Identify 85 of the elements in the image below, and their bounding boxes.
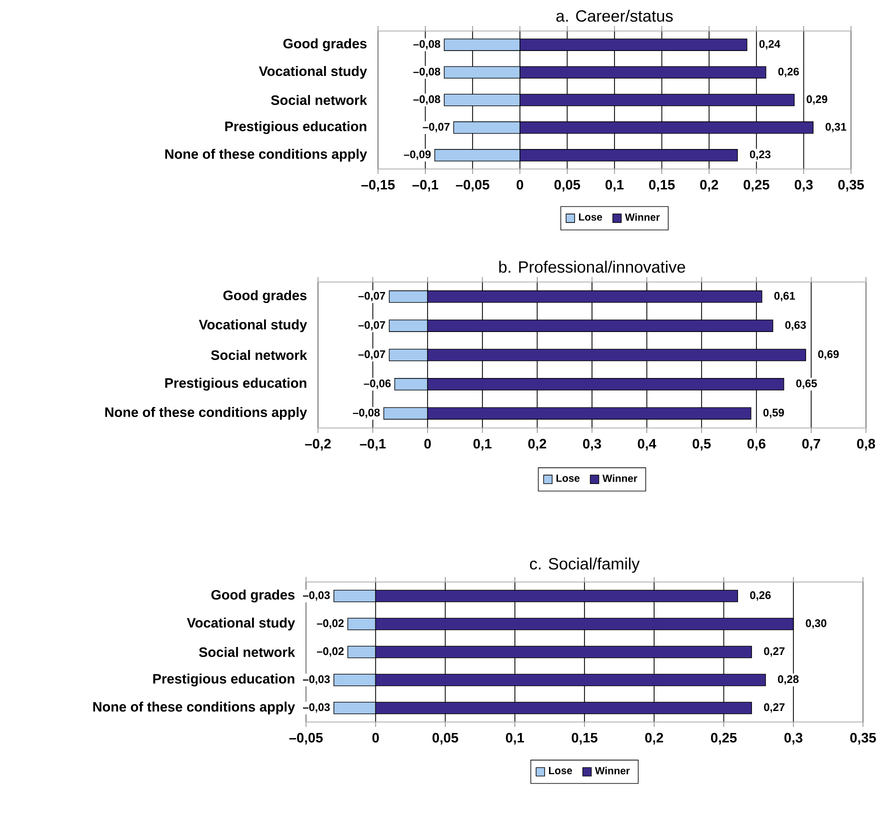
x-tick-label: 0,25 [744,180,770,192]
data-label: –0,03 [303,675,330,685]
data-label: 0,31 [826,122,846,132]
x-tick-label: 0,4 [638,438,656,451]
x-tick-label: 0,3 [794,180,813,192]
x-tick-label: 0,1 [606,180,624,192]
legend-label: Lose [578,213,602,221]
x-tick-label: 0,35 [838,180,864,192]
data-label: –0,02 [316,647,344,657]
x-tick-label: –0,1 [360,438,386,451]
data-label: –0,09 [404,150,431,160]
x-tick-label: 0,25 [711,732,737,745]
y-tick-label: Social network [211,350,308,360]
y-tick-label: None of these conditions apply [105,407,308,420]
y-tick-label: Social network [199,646,296,658]
y-tick-label: Social network [271,94,368,106]
x-tick-label: 0,15 [572,732,598,745]
data-label: 0,65 [796,380,817,389]
data-label: –0,08 [352,408,380,418]
data-label: 0,23 [750,150,771,160]
x-tick-label: –0,2 [305,438,331,451]
x-tick-label: 0 [516,180,524,190]
x-tick-label: 0,2 [700,180,718,192]
y-tick-label: Prestigious education [225,121,366,134]
y-tick-label: Vocational study [258,66,368,79]
data-label: 0,59 [763,408,784,418]
data-label: 0,26 [778,68,799,78]
x-tick-label: 0,3 [583,438,602,451]
data-label: –0,08 [413,40,440,50]
x-tick-label: 0,15 [649,180,675,192]
data-label: –0,02 [316,619,344,629]
x-tick-label: –0,05 [456,180,490,192]
chart-title: a. Career/status [556,10,673,22]
x-tick-label: –0,1 [412,180,438,192]
data-label: 0,28 [778,675,799,685]
x-tick-label: –0,05 [289,732,323,745]
y-tick-label: Prestigious education [165,378,306,391]
data-label: 0,61 [774,292,795,302]
data-label: –0,08 [413,95,440,105]
x-tick-label: 0,8 [857,438,876,451]
data-label: –0,08 [413,68,440,78]
x-tick-label: 0,1 [506,732,524,745]
data-label: 0,30 [806,619,826,629]
x-tick-label: 0,05 [432,732,458,745]
data-label: –0,07 [422,122,450,132]
legend-label: Lose [556,474,580,482]
data-label: –0,03 [303,591,330,601]
x-tick-label: 0,3 [784,732,802,745]
data-label: 0,24 [759,40,780,50]
y-tick-label: None of these conditions apply [165,148,368,162]
legend-label: Winner [602,474,638,482]
x-tick-label: 0,7 [802,438,820,451]
y-tick-label: None of these conditions apply [93,702,296,714]
data-label: 0,27 [764,647,785,657]
data-label: –0,07 [358,350,386,360]
data-label: –0,07 [358,321,386,330]
y-tick-label: Good grades [283,38,367,52]
data-label: 0,29 [806,95,828,105]
x-tick-label: 0,2 [528,438,546,451]
y-tick-label: Good grades [211,590,295,602]
x-tick-label: 0,6 [747,438,766,451]
x-tick-label: 0 [372,732,379,743]
x-tick-label: 0,2 [645,732,664,745]
data-label: –0,06 [364,380,391,389]
data-label: 0,27 [764,703,785,713]
data-label: 0,63 [785,321,806,330]
legend-label: Winner [594,766,630,774]
legend-label: Lose [549,766,572,774]
x-tick-label: 0,05 [554,180,580,192]
data-label: 0,69 [818,350,839,360]
y-tick-label: Vocational study [186,618,296,630]
chart-title: c. Social/family [530,558,640,573]
chart-title: b. Professional/innovative [499,260,686,273]
y-tick-label: Good grades [223,290,307,303]
data-label: –0,03 [303,703,330,713]
data-label: 0,26 [750,591,771,601]
x-tick-label: 0,35 [850,732,876,745]
data-label: –0,07 [358,292,386,302]
legend-label: Winner [624,213,660,221]
x-tick-label: 0,1 [473,438,492,451]
x-tick-label: –0,15 [361,180,395,192]
y-tick-label: Prestigious education [153,674,294,686]
x-tick-label: 0 [424,438,431,449]
y-tick-label: Vocational study [198,319,308,332]
x-tick-label: 0,5 [692,438,711,451]
